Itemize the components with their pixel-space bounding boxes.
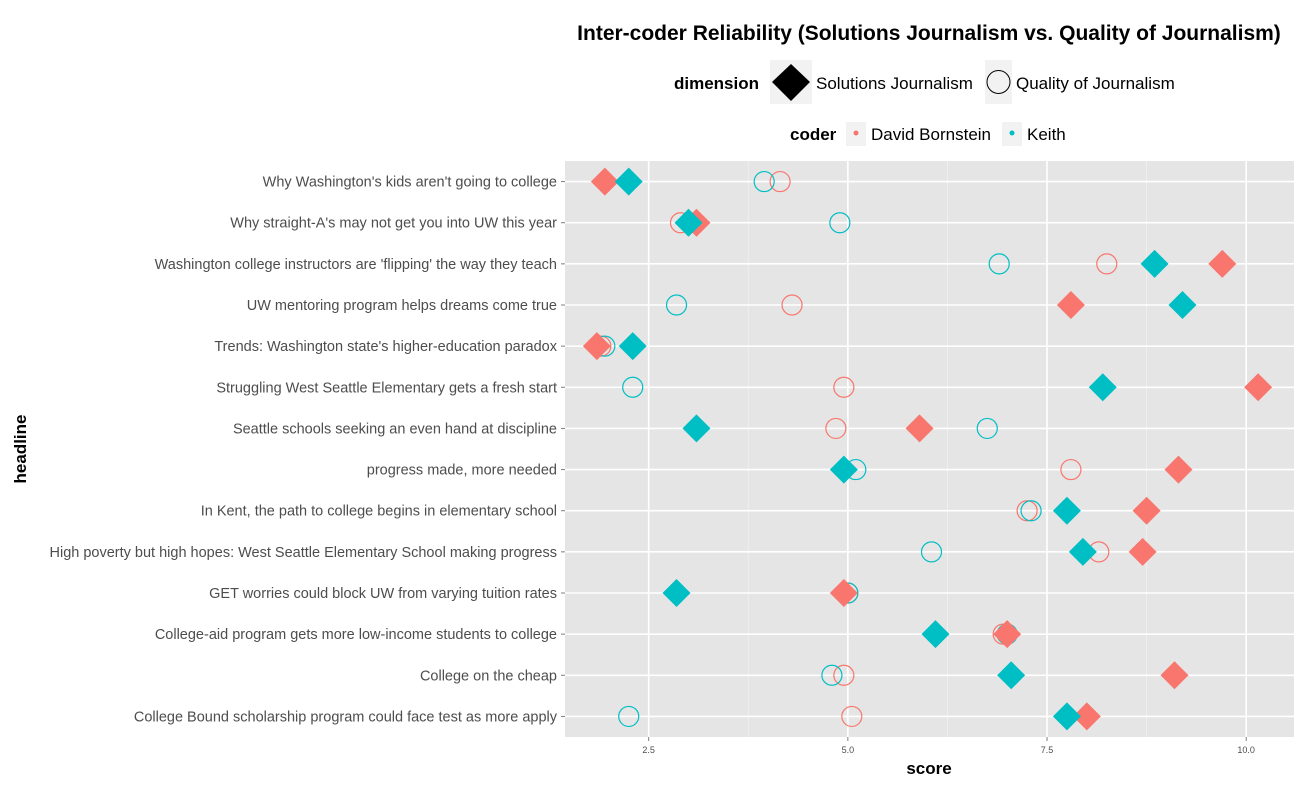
y-tick-label: progress made, more needed	[367, 463, 557, 479]
legend-keith-label: Keith	[1027, 125, 1066, 144]
point-solutions	[1132, 496, 1161, 525]
point-solutions	[614, 167, 643, 196]
point-quality	[781, 294, 803, 316]
point-quality	[988, 253, 1010, 275]
point-solutions	[1128, 537, 1157, 566]
point-solutions	[682, 414, 711, 443]
legend-solutions-label: Solutions Journalism	[816, 74, 973, 93]
y-tick-label: Trends: Washington state's higher-educat…	[214, 339, 557, 355]
x-axis-ticks: 2.5 5.0 7.5 10.0	[642, 737, 1255, 755]
point-quality	[825, 417, 847, 440]
chart-title: Inter-coder Reliability (Solutions Journ…	[577, 22, 1281, 45]
x-axis-title: score	[906, 759, 951, 778]
point-solutions	[618, 332, 647, 361]
point-quality	[920, 541, 943, 563]
point-solutions	[1160, 661, 1189, 690]
point-quality	[833, 376, 855, 398]
point-solutions	[590, 167, 619, 196]
point-quality	[833, 664, 855, 686]
point-solutions	[1164, 455, 1193, 484]
point-solutions	[905, 414, 934, 443]
y-tick-label: UW mentoring program helps dreams come t…	[247, 298, 557, 314]
x-tick-label: 7.5	[1041, 745, 1054, 755]
point-quality	[618, 705, 640, 728]
point-solutions	[1052, 496, 1081, 525]
point-solutions	[993, 620, 1022, 649]
point-quality	[1060, 458, 1082, 481]
point-solutions	[829, 579, 858, 607]
point-solutions	[1168, 291, 1197, 319]
y-tick-label: College Bound scholarship program could …	[134, 709, 558, 725]
point-quality	[1096, 253, 1118, 275]
point-solutions	[674, 208, 703, 237]
x-tick-label: 5.0	[842, 745, 855, 755]
point-quality	[841, 705, 863, 728]
point-quality	[753, 170, 775, 193]
y-tick-label: High poverty but high hopes: West Seattl…	[50, 545, 558, 561]
y-tick-label: Struggling West Seattle Elementary gets …	[216, 380, 557, 396]
legend-david-label: David Bornstein	[871, 125, 991, 144]
y-tick-label: Seattle schools seeking an even hand at …	[233, 421, 557, 437]
x-tick-label: 10.0	[1237, 745, 1255, 755]
legend-key-background	[985, 60, 1012, 104]
y-tick-label: College-aid program gets more low-income…	[155, 627, 557, 643]
x-tick-label: 2.5	[642, 745, 655, 755]
legend-quality-label: Quality of Journalism	[1016, 74, 1175, 93]
y-tick-label: GET worries could block UW from varying …	[209, 586, 557, 602]
point-quality	[976, 417, 998, 440]
point-solutions	[921, 620, 950, 649]
legend-dimension: dimension Solutions Journalism Quality o…	[674, 60, 1175, 104]
y-tick-label: Why straight-A's may not get you into UW…	[230, 216, 557, 232]
y-tick-label: Washington college instructors are 'flip…	[155, 257, 557, 273]
point-solutions	[662, 579, 691, 607]
point-quality	[769, 170, 791, 193]
plot-panel	[565, 161, 1294, 737]
point-solutions	[1068, 537, 1097, 566]
point-solutions	[1052, 702, 1081, 731]
point-solutions	[997, 661, 1026, 690]
point-quality	[1020, 500, 1042, 522]
legend-coder: coder David Bornstein Keith	[790, 122, 1066, 146]
point-solutions	[1244, 373, 1273, 402]
point-quality	[1016, 500, 1038, 522]
legend-diamond-icon	[772, 64, 810, 101]
legend-dot-icon	[853, 130, 859, 136]
legend-dimension-title: dimension	[674, 74, 759, 93]
point-solutions	[829, 455, 858, 484]
y-tick-label: Why Washington's kids aren't going to co…	[263, 175, 557, 191]
y-tick-label: In Kent, the path to college begins in e…	[201, 504, 557, 520]
y-axis-title: headline	[11, 415, 30, 484]
point-solutions	[1140, 249, 1169, 278]
point-solutions	[1056, 291, 1085, 319]
point-quality	[821, 664, 843, 686]
point-quality	[829, 212, 851, 234]
legend-circle-icon	[986, 70, 1011, 94]
legend-coder-title: coder	[790, 125, 837, 144]
point-solutions	[1088, 373, 1117, 402]
point-solutions	[1072, 702, 1101, 731]
point-quality	[622, 376, 644, 398]
legend-dot-icon	[1009, 130, 1015, 136]
y-axis-labels: Why Washington's kids aren't going to co…	[50, 175, 565, 725]
data-points	[582, 167, 1273, 731]
point-solutions	[582, 332, 611, 361]
point-solutions	[1208, 249, 1237, 278]
point-quality	[665, 294, 688, 316]
y-tick-label: College on the cheap	[420, 668, 557, 684]
